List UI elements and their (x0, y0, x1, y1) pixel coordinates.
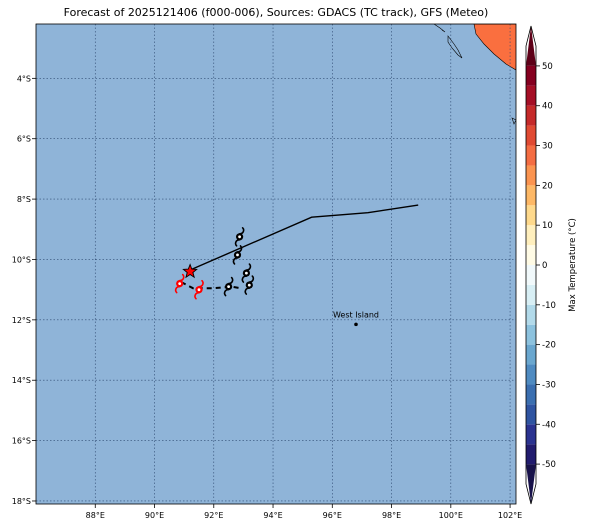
storm-symbol-forecast (234, 227, 245, 247)
colorbar-bin (526, 85, 536, 106)
colorbar-outline (525, 25, 537, 505)
tick-label-lon: 102°E (498, 511, 522, 520)
colorbar-bin (526, 284, 536, 305)
tick-label-lat: 10°S (12, 255, 31, 264)
colorbar-bin (526, 364, 536, 385)
ocean-area (36, 24, 516, 504)
colorbar-bin (526, 424, 536, 445)
colorbar-bin (526, 165, 536, 186)
colorbar-bin (526, 384, 536, 405)
storm-symbol-current (194, 279, 204, 300)
colorbar-tick-label: 10 (542, 221, 553, 231)
tick-label-lat: 14°S (12, 376, 31, 385)
colorbar-tick-label: 40 (542, 102, 553, 112)
colorbar-bin (526, 205, 536, 226)
colorbar-bin (526, 185, 536, 206)
tick-label-lat: 6°S (17, 135, 31, 144)
colorbar-tick-label: -30 (542, 380, 556, 390)
colorbar-tick-label: 30 (542, 142, 553, 152)
colorbar-bin (526, 404, 536, 425)
land-sumatra-coast (473, 24, 516, 71)
colorbar-bin (526, 125, 536, 146)
storm-symbol-forecast (241, 263, 252, 283)
tick-label-lon: 92°E (204, 511, 223, 520)
tick-label-lon: 96°E (323, 511, 342, 520)
colorbar-bin (526, 304, 536, 325)
colorbar-extend-high (526, 26, 536, 66)
storm-symbol-forecast (244, 275, 255, 295)
colorbar-tick-label: -20 (542, 341, 556, 351)
tick-label-lat: 18°S (12, 497, 31, 506)
colorbar-tick-label: -10 (542, 301, 556, 311)
colorbar-bin (526, 324, 536, 345)
colorbar-bin (526, 245, 536, 265)
tick-label-lon: 100°E (439, 511, 463, 520)
tick-label-lat: 8°S (17, 195, 31, 204)
colorbar-bin (526, 145, 536, 166)
colorbar-bin (526, 265, 536, 285)
tick-label-lat: 16°S (12, 437, 31, 446)
colorbar-bin (526, 444, 536, 465)
tick-label-lat: 4°S (17, 74, 31, 83)
colorbar-tick-label: 0 (542, 261, 547, 271)
colorbar-label: Max Temperature (°C) (568, 218, 578, 312)
current-position-star (182, 263, 198, 279)
map-title: Forecast of 2025121406 (f000-006), Sourc… (63, 6, 489, 19)
colorbar-bin (526, 225, 536, 246)
storm-symbol-current (174, 273, 185, 294)
colorbar-tick-label: 20 (542, 181, 553, 191)
tick-label-lon: 90°E (145, 511, 164, 520)
tick-label-lon: 98°E (382, 511, 401, 520)
storm-symbol-forecast (232, 245, 243, 265)
storm-symbol-forecast (223, 276, 234, 297)
colorbar-tick-label: -40 (542, 420, 556, 430)
colorbar-extend-low (526, 464, 536, 504)
island-outline (433, 24, 516, 125)
colorbar-tick-label: -50 (542, 460, 556, 470)
track-line-past (189, 204, 419, 271)
colorbar-bin (526, 105, 536, 126)
colorbar-bin (526, 65, 536, 86)
map-frame (35, 23, 517, 505)
colorbar-bin (526, 344, 536, 365)
track-line-forecast (180, 281, 241, 290)
colorbar-tick-label: 50 (542, 62, 553, 72)
tick-label-lat: 12°S (12, 316, 31, 325)
tick-label-lon: 88°E (86, 511, 105, 520)
place-label: West Island (333, 310, 379, 319)
place-marker (354, 322, 358, 327)
tick-label-lon: 94°E (263, 511, 282, 520)
